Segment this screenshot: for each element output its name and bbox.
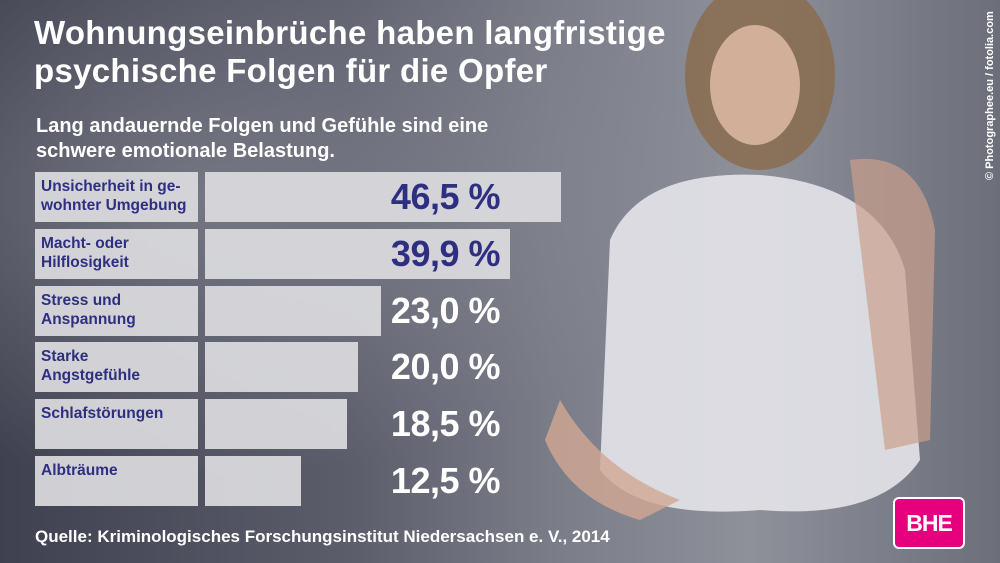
category-label: Unsicherheit in ge- wohnter Umgebung [35,172,198,222]
category-label: Schlafstörungen [35,399,198,450]
bar [205,285,382,336]
value-label: 20,0 % [390,346,501,388]
source: Quelle: Kriminologisches Forschungsinsti… [35,527,610,546]
value-label: 18,5 % [390,403,501,445]
value-label: 12,5 % [390,460,501,501]
value-label: 39,9 % [390,232,501,274]
title: Wohnungseinbrüche haben langfristige psy… [34,14,666,89]
value-label: 23,0 % [390,289,501,331]
category-label: Macht- oder Hilflosigkeit [35,228,198,279]
subtitle: Lang andauernde Folgen und Gefühle sind … [36,115,489,162]
category-label: Stress und Anspannung [35,285,198,336]
bar [205,342,359,393]
bar [205,228,511,279]
photo-credit: © Photographee.eu / fotolia.com [984,11,996,180]
category-label: Albträume [35,456,198,506]
category-label: Starke Angstgefühle [35,342,198,393]
bar [205,456,301,506]
logo: BHE [893,497,965,549]
bar [205,172,561,222]
value-label: 46,5 % [390,176,501,217]
bar [205,399,347,450]
